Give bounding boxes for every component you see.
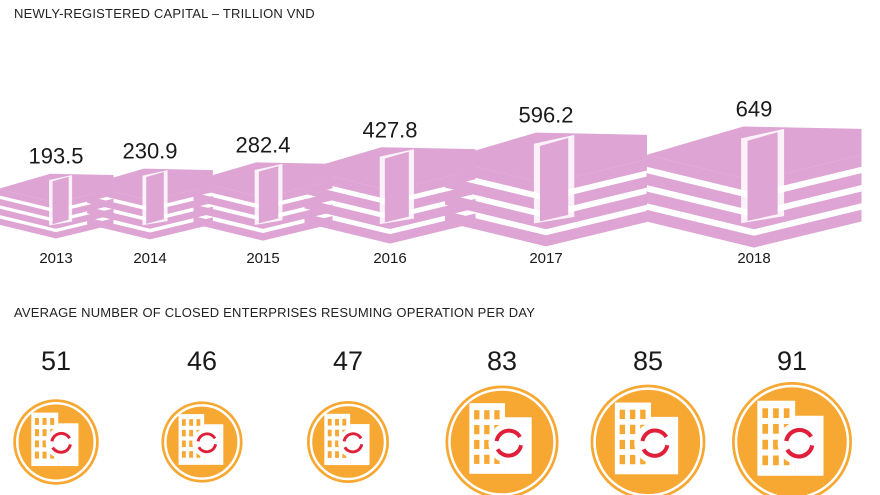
capital-year-label-2015: 2015 (246, 250, 279, 267)
closed-value-label-2017: 85 (633, 346, 663, 376)
money-stack-icon-2017 (445, 132, 647, 247)
capital-value-label-2018: 649 (736, 97, 773, 122)
closed-value-label-2013: 51 (41, 346, 71, 376)
capital-year-label-2014: 2014 (133, 250, 166, 267)
capital-value-label-2013: 193.5 (28, 144, 83, 169)
capital-chart-title: NEWLY-REGISTERED CAPITAL – TRILLION VND (14, 6, 315, 21)
building-refresh-icon-2017 (590, 384, 706, 495)
closed-value-label-2018: 91 (777, 346, 807, 376)
building-refresh-icon-2016 (445, 385, 559, 495)
money-stack-icon-2014 (87, 168, 213, 240)
building-refresh-icon-2013 (13, 399, 99, 485)
building-refresh-icon-2018 (732, 382, 852, 495)
closed-value-label-2015: 47 (333, 346, 363, 376)
capital-year-label-2013: 2013 (39, 250, 72, 267)
closed-value-label-2014: 46 (187, 346, 217, 376)
capital-value-label-2015: 282.4 (235, 132, 290, 157)
building-refresh-icon-2014 (161, 401, 243, 483)
money-stack-icon-2018 (646, 126, 862, 248)
capital-value-label-2016: 427.8 (362, 117, 417, 142)
closed-chart-title: AVERAGE NUMBER OF CLOSED ENTERPRISES RES… (14, 305, 536, 320)
capital-value-label-2017: 596.2 (518, 103, 573, 128)
capital-year-label-2016: 2016 (373, 250, 406, 267)
capital-year-label-2017: 2017 (529, 250, 562, 267)
building-refresh-icon-2015 (306, 400, 390, 484)
capital-value-label-2014: 230.9 (122, 139, 177, 164)
capital-year-label-2018: 2018 (737, 250, 770, 267)
closed-value-label-2016: 83 (487, 346, 517, 376)
money-stack-icon-2016 (304, 147, 476, 244)
